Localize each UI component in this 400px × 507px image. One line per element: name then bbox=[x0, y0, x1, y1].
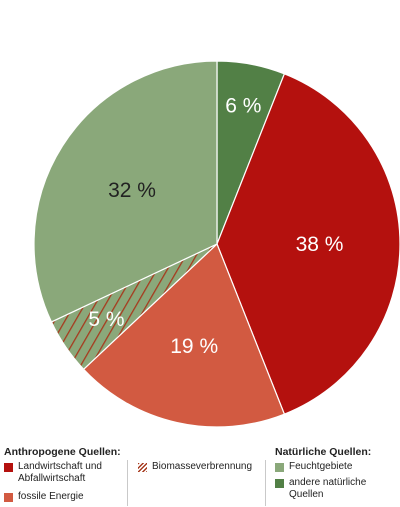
legend-label-fossil: fossile Energie bbox=[18, 491, 84, 502]
pie-slice-5 bbox=[33, 60, 218, 323]
pie-slice-label-2: 38 % bbox=[296, 233, 344, 256]
legend-title-anthropogenic: Anthropogene Quellen: bbox=[4, 446, 121, 458]
legend-swatch-other-natural bbox=[275, 479, 284, 488]
legend-item-biomass: Biomasseverbrennung bbox=[138, 461, 252, 473]
legend-swatch-agriculture bbox=[4, 463, 13, 472]
pie-slice-label-4: 5 % bbox=[88, 308, 124, 331]
legend-divider-2 bbox=[265, 460, 266, 506]
pie-chart: 6 % 38 % 19 % 5 % 32 % bbox=[33, 60, 400, 428]
pie-slice-label-3: 19 % bbox=[170, 335, 218, 358]
legend-divider-1 bbox=[127, 460, 128, 506]
pie-slice-label-5: 32 % bbox=[108, 179, 156, 202]
legend-label-other-natural: andere natürliche Quellen bbox=[289, 477, 367, 500]
legend-title-natural: Natürliche Quellen: bbox=[275, 446, 372, 458]
legend-item-other-natural: andere natürliche Quellen bbox=[275, 477, 366, 501]
legend-label-agriculture: Landwirtschaft und Abfallwirtschaft bbox=[18, 461, 102, 484]
legend-swatch-wetlands bbox=[275, 463, 284, 472]
legend-label-biomass: Biomasseverbrennung bbox=[152, 461, 253, 472]
legend-item-fossil: fossile Energie bbox=[4, 491, 84, 503]
legend-item-agriculture: Landwirtschaft und Abfallwirtschaft bbox=[4, 461, 102, 485]
legend-item-wetlands: Feuchtgebiete bbox=[275, 461, 352, 473]
legend-label-wetlands: Feuchtgebiete bbox=[289, 461, 353, 472]
legend-swatch-fossil bbox=[4, 493, 13, 502]
legend-swatch-biomass bbox=[138, 463, 147, 472]
pie-slice-3 bbox=[82, 242, 286, 428]
pie-slice-label-1: 6 % bbox=[225, 95, 261, 118]
